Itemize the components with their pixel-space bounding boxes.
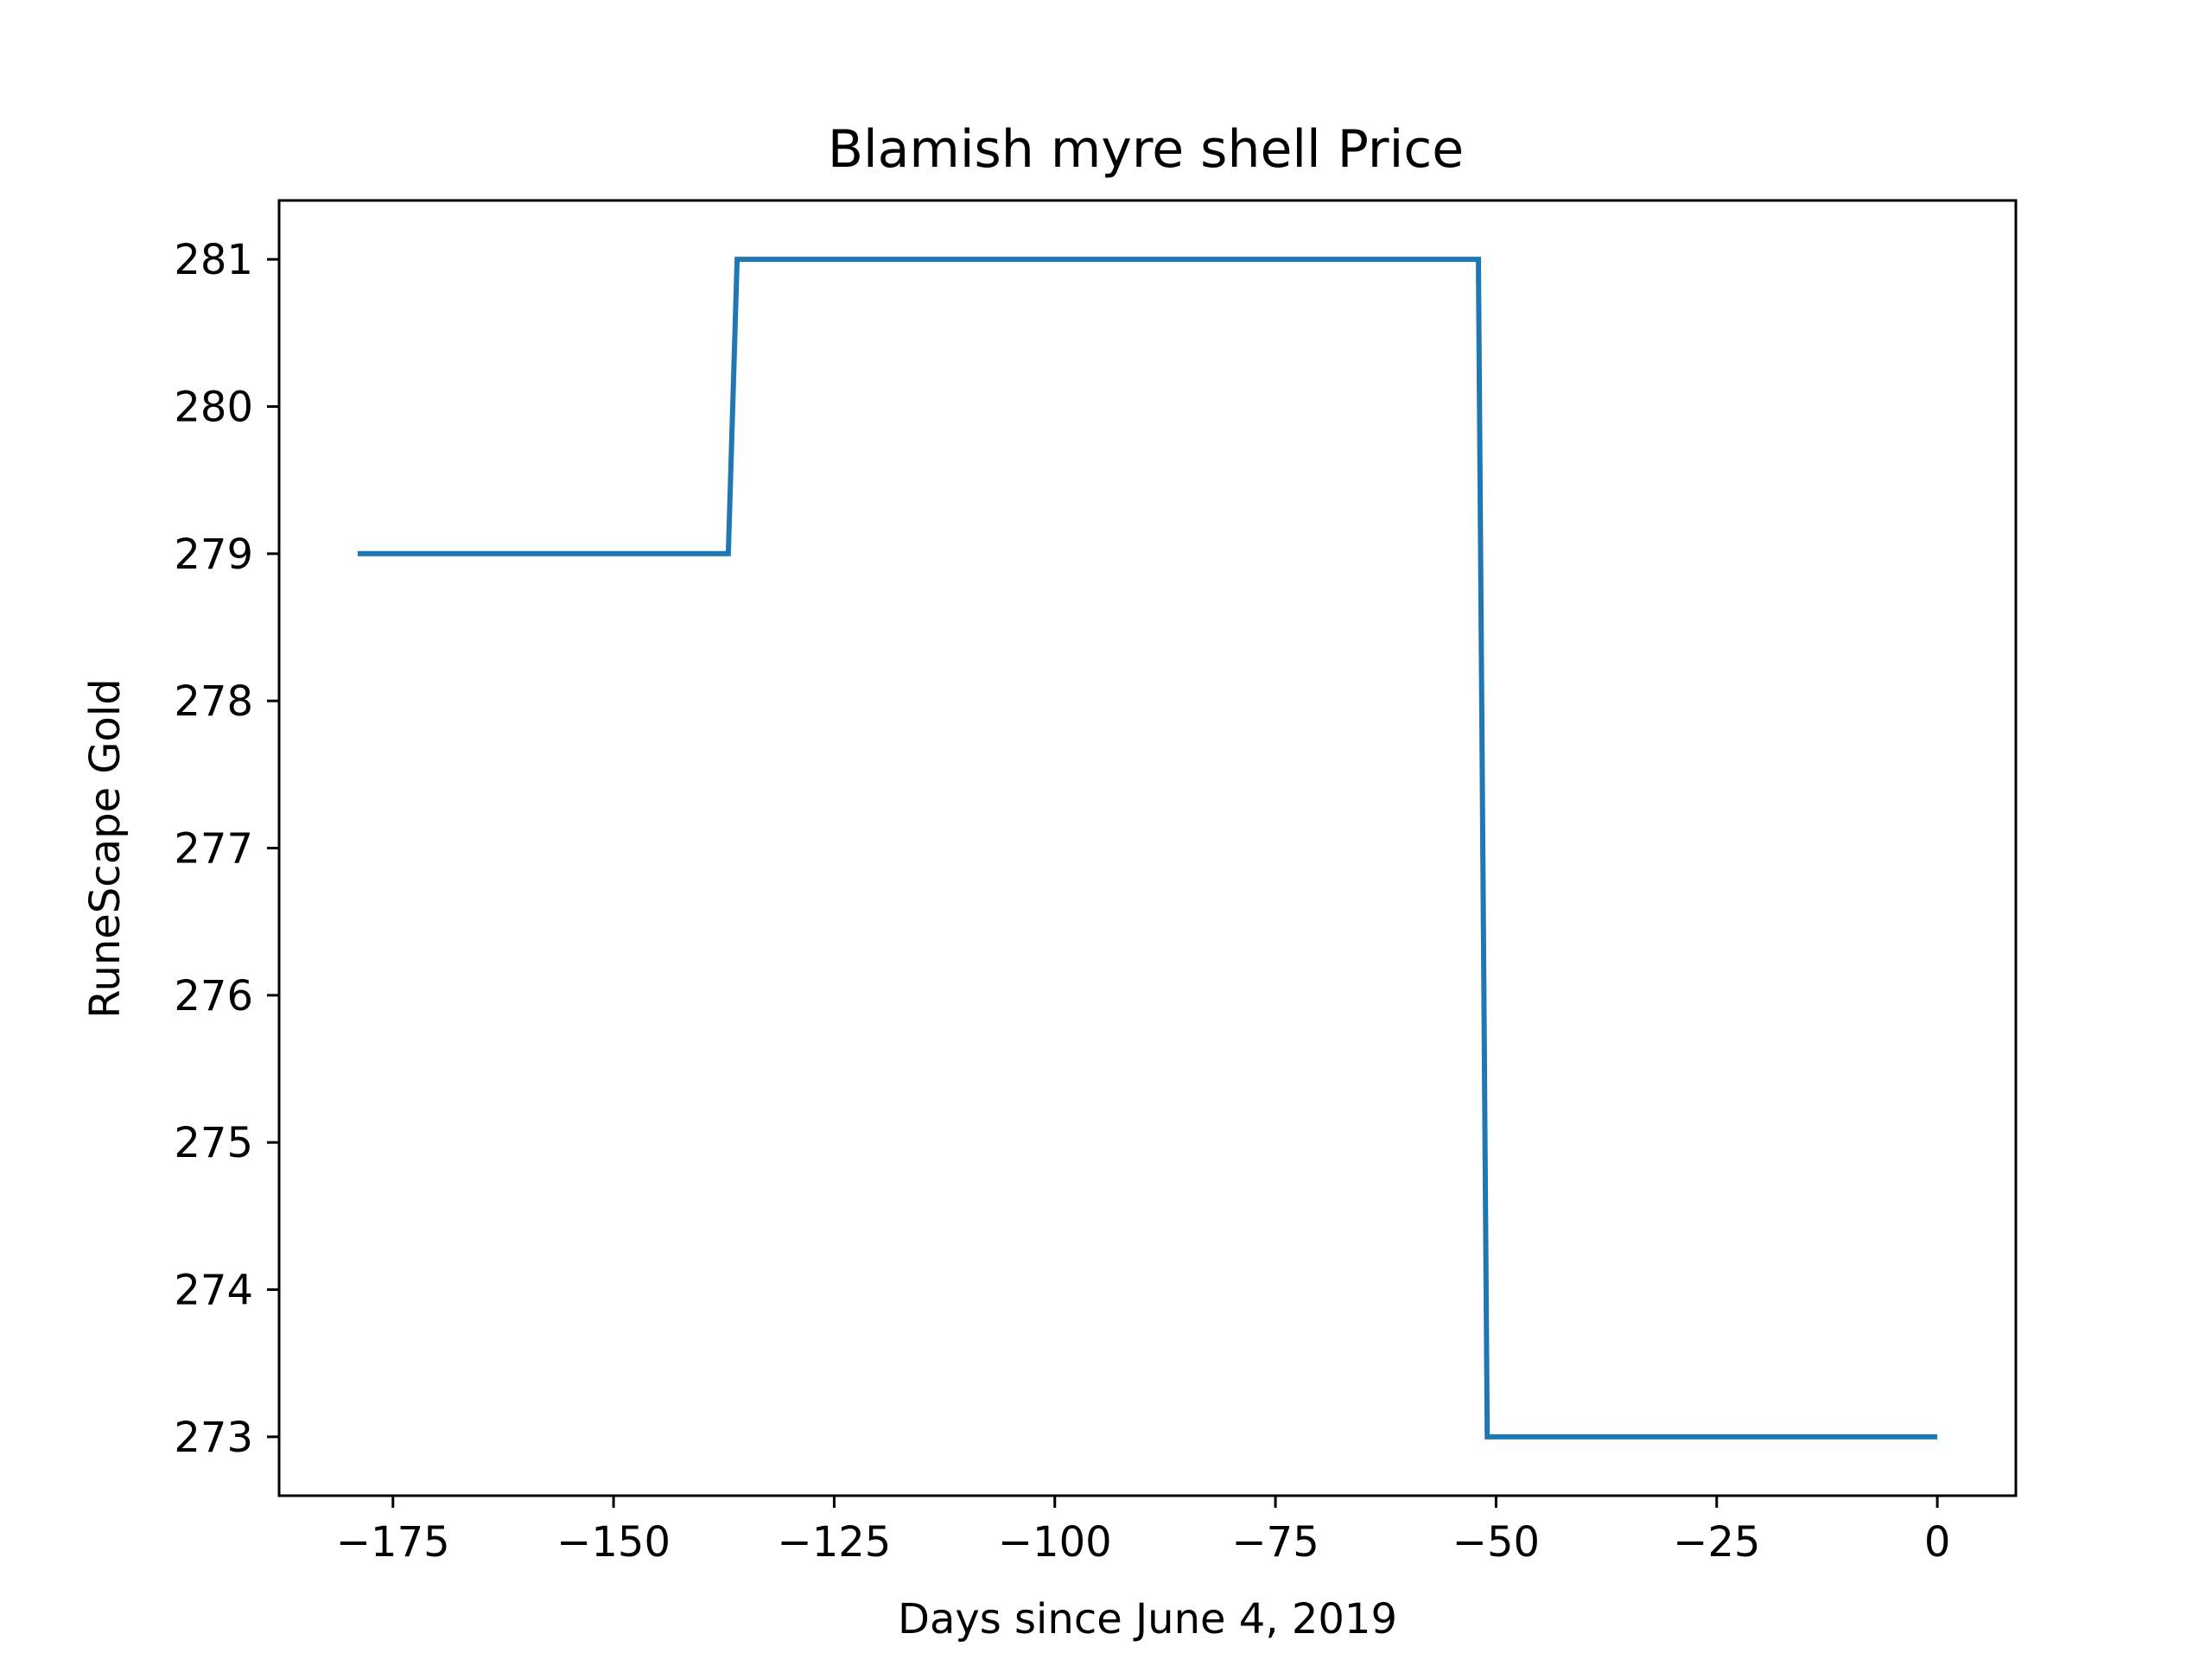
x-tick-label: −125	[778, 1518, 892, 1567]
y-tick-label: 278	[174, 677, 253, 726]
y-tick-label: 277	[174, 825, 253, 874]
y-tick-label: 279	[174, 531, 253, 579]
x-tick-label: −175	[336, 1518, 450, 1567]
y-tick-label: 280	[174, 383, 253, 431]
price-series-line	[357, 257, 1938, 1440]
x-tick-label: −75	[1231, 1518, 1319, 1567]
x-axis-ticks: −175 −150 −125 −100 −75 −50 −25 0	[336, 1496, 1951, 1567]
x-tick-label: 0	[1924, 1518, 1951, 1567]
x-tick-label: −50	[1452, 1518, 1540, 1567]
y-tick-label: 276	[174, 972, 253, 1020]
plot-area	[277, 199, 2018, 1497]
y-tick-label: 275	[174, 1119, 253, 1167]
y-tick-label: 281	[174, 236, 253, 284]
x-tick-label: −25	[1673, 1518, 1760, 1567]
x-tick-label: −100	[998, 1518, 1112, 1567]
y-tick-label: 273	[174, 1414, 253, 1462]
y-tick-label: 274	[174, 1267, 253, 1315]
y-axis-label: RuneScape Gold	[81, 678, 130, 1018]
series-layer	[357, 257, 1938, 1440]
x-axis-label: Days since June 4, 2019	[898, 1595, 1397, 1643]
y-axis-ticks: 273 274 275 276 277 278 279 280 281	[174, 236, 279, 1462]
chart-title: Blamish myre shell Price	[828, 119, 1464, 180]
x-tick-label: −150	[556, 1518, 671, 1567]
